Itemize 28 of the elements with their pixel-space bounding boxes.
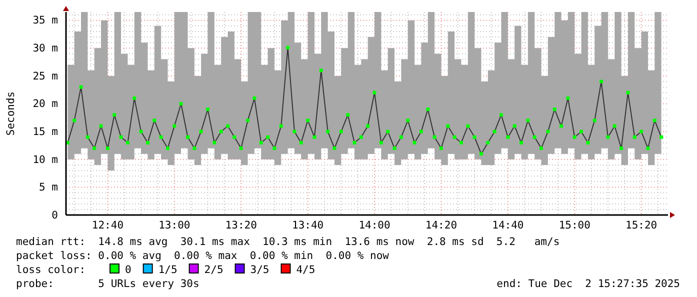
legend-label: 0 [125, 264, 132, 276]
text: packet loss: 0.00 % avg 0.00 % max 0.00 % min 0.00 % now [16, 250, 390, 262]
y-tick-label: 30 m [32, 42, 58, 55]
y-tick-label: 10 m [32, 154, 58, 166]
x-tick-label: 12:40 [92, 219, 124, 232]
y-tick-label: 15 m [32, 126, 58, 138]
x-tick-label: 15:20 [626, 219, 658, 232]
x-tick-label: 14:40 [492, 219, 524, 232]
legend-label: 3/5 [250, 264, 270, 276]
x-tick-label: 13:20 [225, 219, 257, 232]
x-tick-label: 14:20 [425, 219, 458, 232]
text: probe: 5 URLs every 30s [16, 278, 200, 290]
text: loss color: [16, 264, 86, 276]
x-tick-label: 14:00 [358, 219, 390, 232]
text: median rtt: 14.8 ms avg 30.1 ms max 10.3 ms min 13.6 ms now 2.8 ms sd 5.2 am/s [16, 236, 560, 248]
y-tick-label: 25 m [32, 70, 58, 82]
legend-label: 1/5 [158, 264, 178, 276]
y-tick-label: 20 m [32, 98, 58, 110]
x-tick-label: 13:00 [158, 219, 190, 232]
x-tick-label: 15:00 [558, 219, 590, 232]
y-tick-label: 35 m [32, 14, 58, 27]
legend-label: 4/5 [296, 264, 316, 276]
text: end: Tue Dec 2 15:27:35 2025 [496, 278, 680, 290]
y-tick-label: 0 [52, 209, 58, 222]
y-tick-label: 5 m [39, 182, 58, 194]
legend-label: 2/5 [204, 264, 224, 276]
y-axis-title: Seconds [5, 91, 17, 136]
x-tick-label: 13:40 [292, 219, 324, 232]
